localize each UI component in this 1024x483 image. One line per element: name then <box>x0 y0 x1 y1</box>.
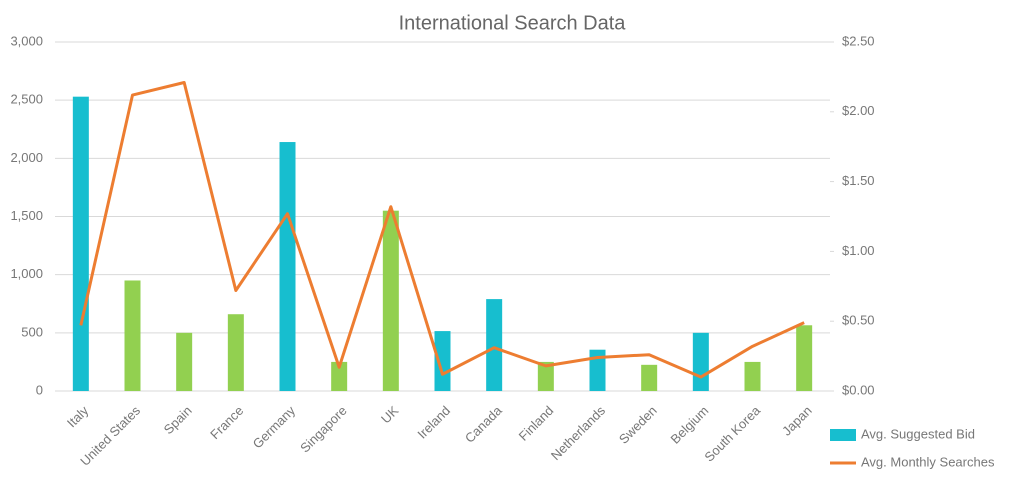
y-tick-label: 3,000 <box>10 33 43 48</box>
bar <box>537 361 554 391</box>
y-tick-label: 500 <box>21 324 43 339</box>
bar <box>641 364 658 391</box>
bar <box>589 349 606 391</box>
bar <box>227 314 244 391</box>
bar <box>331 361 348 391</box>
bar <box>434 331 451 391</box>
x-tick-label: Germany <box>250 403 299 452</box>
y2-tick-label: $0.50 <box>842 313 875 328</box>
legend-label: Avg. Monthly Searches <box>861 454 995 469</box>
x-tick-label: Sweden <box>616 403 660 447</box>
x-tick-label: Finland <box>516 403 557 444</box>
y-tick-label: 1,500 <box>10 208 43 223</box>
y2-tick-label: $1.00 <box>842 243 875 258</box>
x-tick-label: Italy <box>64 403 92 431</box>
y-tick-label: 2,500 <box>10 92 43 107</box>
y2-tick-label: $1.50 <box>842 173 875 188</box>
bar <box>382 210 399 391</box>
legend-label: Avg. Suggested Bid <box>861 426 975 441</box>
bar <box>796 325 813 391</box>
bar <box>744 361 761 391</box>
x-tick-label: Japan <box>779 403 815 439</box>
x-tick-label: France <box>207 403 246 442</box>
x-tick-label: UK <box>378 403 402 427</box>
bar <box>72 96 89 391</box>
bar <box>124 280 141 391</box>
bar <box>486 299 503 391</box>
x-tick-label: South Korea <box>701 402 763 464</box>
chart-title: International Search Data <box>399 12 627 34</box>
x-tick-label: Canada <box>462 402 505 445</box>
y2-tick-label: $2.00 <box>842 103 875 118</box>
y-tick-label: 2,000 <box>10 150 43 165</box>
x-tick-label: Netherlands <box>548 403 609 464</box>
bar <box>279 142 296 391</box>
line <box>79 80 805 379</box>
y2-tick-label: $0.00 <box>842 382 875 397</box>
x-tick-label: Ireland <box>414 403 453 442</box>
x-tick-label: Spain <box>161 403 195 437</box>
x-tick-label: Belgium <box>668 403 712 447</box>
y2-tick-label: $2.50 <box>842 33 875 48</box>
y-tick-label: 0 <box>36 382 43 397</box>
bar <box>176 332 193 391</box>
y-tick-label: 1,000 <box>10 266 43 281</box>
legend-swatch <box>830 429 856 441</box>
x-tick-label: Singapore <box>297 403 350 456</box>
bar <box>692 332 709 391</box>
